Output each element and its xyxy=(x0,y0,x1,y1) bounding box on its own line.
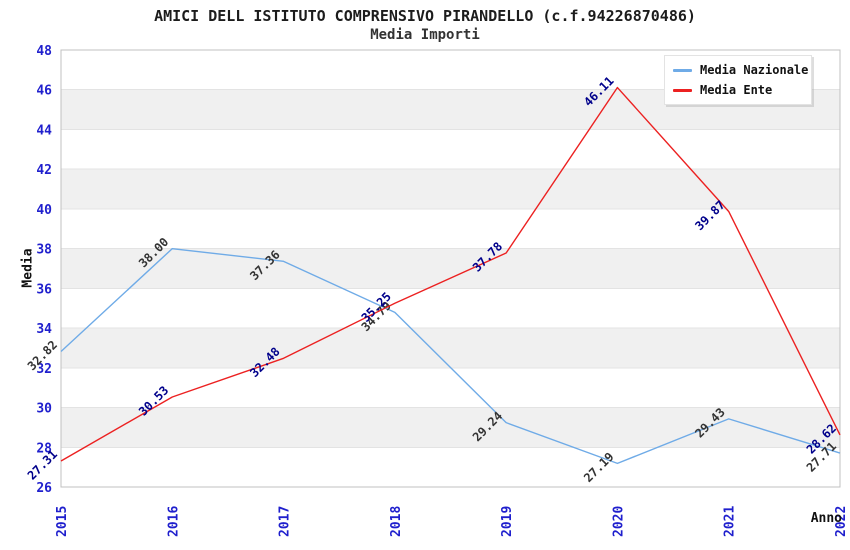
y-tick-label: 36 xyxy=(36,282,52,297)
legend-item-media-ente: Media Ente xyxy=(673,83,811,97)
x-tick-label: 2016 xyxy=(166,506,181,537)
x-axis-title: Anno xyxy=(810,511,842,526)
y-tick-label: 26 xyxy=(36,481,52,496)
grid-band xyxy=(61,407,840,448)
y-tick-label: 32 xyxy=(36,362,52,377)
chart-title: AMICI DELL ISTITUTO COMPRENSIVO PIRANDEL… xyxy=(154,7,696,25)
chart-subtitle: Media Importi xyxy=(370,27,480,43)
legend-swatch-nazionale-icon xyxy=(673,68,692,72)
y-tick-label: 46 xyxy=(36,84,52,99)
x-tick-label: 2020 xyxy=(611,506,626,537)
legend-label-ente: Media Ente xyxy=(700,83,773,97)
grid-band xyxy=(61,169,840,209)
y-tick-label: 42 xyxy=(36,163,52,178)
y-tick-label: 38 xyxy=(36,243,52,258)
grid-band xyxy=(61,328,840,368)
y-tick-label: 28 xyxy=(36,441,52,456)
x-tick-label: 2015 xyxy=(55,506,70,537)
x-tick-label: 2021 xyxy=(723,506,738,537)
plot-border xyxy=(60,49,841,488)
y-tick-label: 44 xyxy=(36,123,52,138)
series-line-1 xyxy=(60,86,841,462)
data-label: 27.19 xyxy=(581,450,616,485)
x-tick-label: 2022 xyxy=(834,506,849,537)
series-line-0 xyxy=(60,247,841,465)
x-tick-label: 2019 xyxy=(500,506,515,537)
x-tick-label: 2017 xyxy=(278,506,293,537)
x-tick-label: 2018 xyxy=(389,506,404,537)
y-tick-label: 48 xyxy=(36,44,52,59)
legend-swatch-ente-icon xyxy=(673,88,692,92)
legend-item-media-nazionale: Media Nazionale xyxy=(673,63,811,77)
y-tick-label: 40 xyxy=(36,203,52,218)
y-axis-title: Media xyxy=(20,248,36,288)
legend: Media Nazionale Media Ente xyxy=(664,55,812,105)
grid-band xyxy=(61,248,840,289)
y-tick-label: 34 xyxy=(36,322,52,337)
legend-label-nazionale: Media Nazionale xyxy=(700,63,809,77)
y-tick-label: 30 xyxy=(36,402,52,417)
